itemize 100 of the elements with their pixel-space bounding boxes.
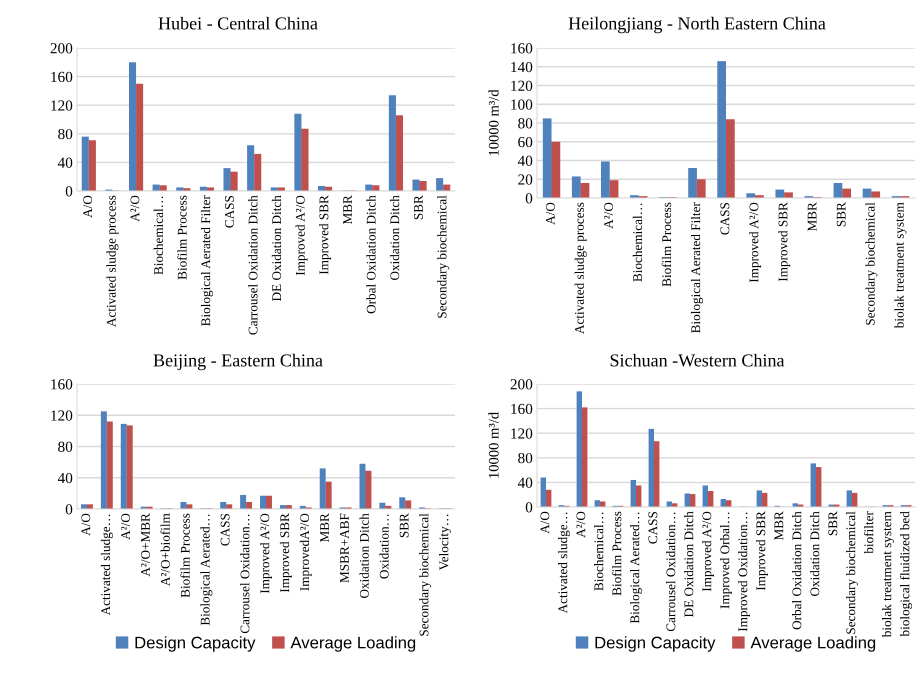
x-tick-label: DE Oxidation Ditch: [272, 195, 282, 302]
x-tick-label: A²/O: [130, 196, 140, 222]
x-tick-label: DE Oxidation Ditch: [684, 511, 694, 618]
x-tick-label: A²/O: [576, 512, 586, 538]
x-tick-label: Biofilm Process: [662, 202, 672, 286]
x-tick-label: Improved A²/O: [749, 202, 762, 282]
x-tick-label: Improved SBR: [280, 513, 292, 592]
x-tick-label: Carrousel Oxidation…: [240, 514, 250, 634]
x-tick-label: CASS: [225, 196, 234, 228]
x-tick-label: A²/O+biofilm: [160, 513, 170, 586]
y-tick-label: 140: [511, 62, 532, 72]
x-tick-label: Improved SBR: [319, 195, 332, 274]
x-tick-label: biological fluidized bed: [900, 511, 912, 636]
x-tick-label: A²/O: [121, 514, 130, 540]
x-tick-label: Biofilm Process: [612, 512, 622, 596]
x-tick-label: Biofilm Process: [177, 196, 187, 280]
x-tick-label: Oxidation…: [379, 514, 389, 579]
y-tick-label: 80: [518, 118, 532, 128]
y-tick-label: 120: [51, 410, 72, 421]
chart-title: Beijing - Eastern China: [154, 354, 323, 370]
x-tick-label: SBR: [828, 511, 838, 536]
y-tick-label: 160: [51, 379, 72, 390]
x-tick-label: Biological Aerated…: [200, 514, 212, 626]
y-tick-label: 0: [526, 502, 532, 512]
y-tick-label: 0: [66, 504, 72, 514]
chart-title: Heilongjiang - North Eastern China: [568, 16, 826, 34]
y-tick-label: 40: [58, 158, 72, 168]
legend-label: Design Capacity: [135, 636, 256, 652]
x-tick-label: Biochemical…: [154, 196, 164, 275]
x-tick-label: CASS: [648, 512, 658, 544]
x-tick-label: Improved A²/O: [702, 512, 714, 592]
y-tick-label: 40: [518, 156, 532, 166]
x-tick-label: biofilter: [864, 511, 874, 554]
x-tick-label: Biological Aerated…: [630, 512, 642, 624]
y-tick-label: 120: [51, 100, 72, 111]
x-tick-label: Biochemical…: [632, 204, 642, 282]
y-tick-label: 200: [50, 43, 72, 54]
y-tick-label: 80: [58, 442, 72, 452]
legend-label: Design Capacity: [595, 636, 716, 652]
y-tick-label: 0: [66, 186, 72, 196]
x-tick-label: A/O: [83, 196, 92, 218]
x-tick-label: Biofilm Process: [180, 514, 190, 598]
y-tick-label: 40: [518, 478, 532, 488]
x-tick-label: ImprovedA²/O: [300, 514, 312, 591]
x-tick-label: biolak treatment system: [882, 511, 894, 638]
x-tick-label: biolak treatment system: [894, 202, 906, 328]
x-tick-label: Oxidation Ditch: [810, 511, 820, 596]
y-tick-label: 160: [511, 43, 532, 54]
y-tick-label: 160: [51, 72, 72, 82]
x-tick-label: Biological Aerated Filter: [690, 202, 703, 333]
chart-title: Hubei - Central China: [158, 16, 318, 30]
x-tick-label: CASS: [720, 202, 730, 235]
chart-title: Sichuan -Western China: [610, 354, 784, 367]
legend-label: Average Loading: [290, 636, 416, 652]
x-tick-label: Activated sludge…: [100, 514, 113, 616]
x-tick-label: Biochemical…: [594, 512, 604, 591]
y-tick-label: 0: [526, 193, 532, 204]
x-tick-label: Activated sludge process: [106, 196, 118, 327]
x-tick-label: Carrousel Oxidation Ditch: [248, 195, 258, 335]
x-tick-label: Orbal Oxidation Ditch: [792, 511, 802, 630]
y-tick-label: 40: [58, 472, 72, 484]
x-tick-label: CASS: [220, 514, 230, 546]
x-tick-label: Improved Orbal…: [720, 512, 732, 609]
x-tick-label: A/O: [540, 512, 550, 534]
x-tick-label: Orbal Oxidation Ditch: [366, 195, 376, 314]
x-tick-label: Activated sludge…: [558, 512, 570, 614]
x-tick-label: Secondary biochemical: [419, 513, 432, 636]
x-tick-label: Oxidation Ditch: [359, 513, 369, 598]
x-tick-label: MBR: [320, 513, 329, 542]
x-tick-label: Secondary biochemical: [437, 195, 450, 318]
y-tick-label: 160: [511, 404, 532, 414]
x-tick-label: Velocity…: [439, 514, 452, 570]
x-tick-label: SBR: [836, 202, 846, 226]
x-tick-label: SBR: [414, 195, 423, 220]
x-tick-label: MSBR+ABF: [340, 514, 349, 583]
x-tick-label: Secondary biochemical: [846, 511, 858, 634]
y-tick-label: 200: [510, 379, 532, 390]
x-tick-label: A²/O: [604, 202, 613, 229]
x-tick-label: SBR: [400, 513, 409, 538]
x-tick-label: Improved A²/O: [295, 196, 308, 276]
y-tick-label: 80: [58, 128, 72, 140]
x-tick-label: Improved A²/O: [260, 514, 272, 594]
x-tick-label: Carrousel Oxidation…: [666, 512, 676, 632]
y-tick-label: 80: [518, 452, 532, 464]
y-tick-label: 120: [511, 428, 532, 439]
x-tick-label: Improved SBR: [756, 511, 768, 590]
x-tick-label: Oxidation Ditch: [390, 195, 400, 280]
x-tick-label: MBR: [774, 511, 784, 540]
x-tick-label: Improved Oxidation…: [738, 512, 750, 632]
x-tick-label: A/O: [546, 202, 555, 225]
y-tick-label: 20: [518, 174, 532, 185]
x-tick-label: A²/O+MBR: [141, 513, 150, 576]
x-tick-label: Activated sludge process: [574, 202, 587, 334]
x-tick-label: MBR: [808, 202, 816, 232]
x-tick-label: Secondary biochemical: [865, 202, 878, 325]
y-axis-title: 10000 m³/d: [488, 90, 499, 156]
y-axis-title: 10000 m³/d: [488, 412, 499, 478]
y-tick-label: 60: [518, 136, 532, 148]
y-tick-label: 120: [511, 80, 532, 91]
x-tick-label: MBR: [343, 195, 352, 224]
